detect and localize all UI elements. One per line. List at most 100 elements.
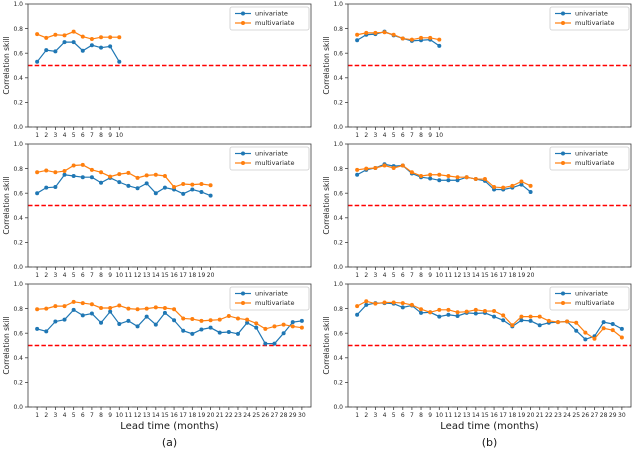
x-tick-label: 2 <box>364 272 368 279</box>
x-tick-label: 7 <box>90 132 94 139</box>
x-tick-label: 29 <box>609 412 617 419</box>
series-marker-multivariate <box>464 175 469 180</box>
series-marker-multivariate <box>382 163 387 168</box>
series-marker-multivariate <box>153 305 158 310</box>
series-marker-multivariate <box>99 170 104 175</box>
series-marker-multivariate <box>71 299 76 304</box>
x-tick-label: 6 <box>401 412 405 419</box>
chart-middle-right: 0.00.20.40.60.81.01 2 3 4 5 6 7 8 9 10 11 12 13 14 15 1… <box>322 141 632 279</box>
series-marker-univariate <box>117 59 122 64</box>
x-tick-label: 19 <box>198 272 206 279</box>
series-marker-univariate <box>35 59 40 64</box>
series-marker-multivariate <box>455 310 460 315</box>
series-marker-univariate <box>226 329 231 334</box>
series-marker-multivariate <box>53 304 58 309</box>
x-tick-label: 17 <box>499 412 507 419</box>
series-marker-multivariate <box>355 167 360 172</box>
series-marker-multivariate <box>546 318 551 323</box>
series-marker-multivariate <box>555 320 560 325</box>
legend-label-univariate: univariate <box>255 150 288 158</box>
series-marker-multivariate <box>281 322 286 327</box>
plot-border <box>27 143 312 268</box>
series-marker-multivariate <box>199 181 204 186</box>
legend-marker-multivariate <box>561 161 565 165</box>
x-tick-label: 14 <box>472 272 480 279</box>
series-marker-univariate <box>528 189 533 194</box>
x-tick-label: 18 <box>509 272 517 279</box>
series-marker-univariate <box>135 324 140 329</box>
series-marker-multivariate <box>565 319 570 324</box>
series-marker-multivariate <box>482 309 487 314</box>
x-tick-label: 15 <box>161 272 169 279</box>
series-marker-univariate <box>208 193 213 198</box>
series-marker-univariate <box>53 49 58 54</box>
series-marker-multivariate <box>409 302 414 307</box>
legend-marker-univariate <box>561 291 565 296</box>
x-axis-label-left: Lead time (months) <box>120 421 219 432</box>
series-marker-multivariate <box>437 172 442 177</box>
x-tick-label: 22 <box>545 412 553 419</box>
series-marker-multivariate <box>428 172 433 177</box>
x-tick-label: 10 <box>435 132 443 139</box>
series-marker-multivariate <box>44 35 49 40</box>
series-marker-univariate <box>245 320 250 325</box>
x-tick-label: 9 <box>428 132 432 139</box>
x-tick-label: 27 <box>591 412 599 419</box>
x-tick-label: 24 <box>243 412 251 419</box>
x-axis-label-right: Lead time (months) <box>440 421 539 432</box>
x-tick-label: 21 <box>536 412 544 419</box>
series-marker-multivariate <box>409 37 414 42</box>
legend-marker-multivariate <box>241 21 245 25</box>
y-tick-label: 0.2 <box>13 380 23 387</box>
series-line-univariate <box>36 41 120 63</box>
x-tick-label: 4 <box>383 412 387 419</box>
series-marker-univariate <box>44 48 49 53</box>
x-tick-label: 20 <box>527 412 535 419</box>
series-marker-univariate <box>153 322 158 327</box>
y-tick-label: 0.4 <box>13 75 23 82</box>
series-marker-univariate <box>199 327 204 332</box>
series-marker-multivariate <box>35 307 40 312</box>
series-marker-univariate <box>437 314 442 319</box>
x-tick-label: 5 <box>72 412 76 419</box>
legend-label-univariate: univariate <box>255 10 288 18</box>
series-line-multivariate <box>357 31 440 41</box>
chart-top-right: 0.0 0.2 0.4 0.6 0.8 1.0 1 2 3 4 5 6 7 8 9 10 Correlation… <box>322 1 632 139</box>
series-marker-multivariate <box>382 30 387 35</box>
series-marker-univariate <box>62 317 67 322</box>
series-marker-univariate <box>208 325 213 330</box>
x-tick-label: 24 <box>563 412 571 419</box>
x-tick-label: 5 <box>392 272 396 279</box>
series-marker-multivariate <box>71 29 76 34</box>
series-marker-multivariate <box>382 300 387 305</box>
x-tick-label: 3 <box>373 272 377 279</box>
y-tick-label: 0.2 <box>333 240 343 247</box>
series-marker-multivariate <box>71 163 76 168</box>
series-marker-multivariate <box>144 173 149 178</box>
series-marker-univariate <box>299 318 304 323</box>
series-marker-univariate <box>89 311 94 316</box>
series-marker-univariate <box>162 185 167 190</box>
series-marker-univariate <box>355 312 360 317</box>
x-tick-label: 9 <box>108 272 112 279</box>
x-tick-label: 23 <box>554 412 562 419</box>
series-marker-multivariate <box>574 320 579 325</box>
x-tick-label: 12 <box>134 412 142 419</box>
x-tick-label: 2 <box>364 412 368 419</box>
x-tick-label: 15 <box>481 412 489 419</box>
y-tick-label: 0.8 <box>333 166 343 173</box>
x-tick-label: 11 <box>125 412 133 419</box>
x-tick-label: 12 <box>454 272 462 279</box>
series-marker-multivariate <box>35 170 40 175</box>
x-tick-label: 14 <box>152 412 160 419</box>
legend-box <box>549 146 630 171</box>
legend-label-multivariate: multivariate <box>255 299 294 307</box>
series-marker-univariate <box>217 330 222 335</box>
y-tick-label: 0.2 <box>333 100 343 107</box>
x-tick-label: 19 <box>198 412 206 419</box>
y-axis-label: Correlation skill <box>2 316 11 374</box>
y-tick-label: 1.0 <box>13 141 23 148</box>
x-tick-label: 11 <box>445 272 453 279</box>
series-marker-multivariate <box>263 326 268 331</box>
x-tick-label: 9 <box>428 272 432 279</box>
